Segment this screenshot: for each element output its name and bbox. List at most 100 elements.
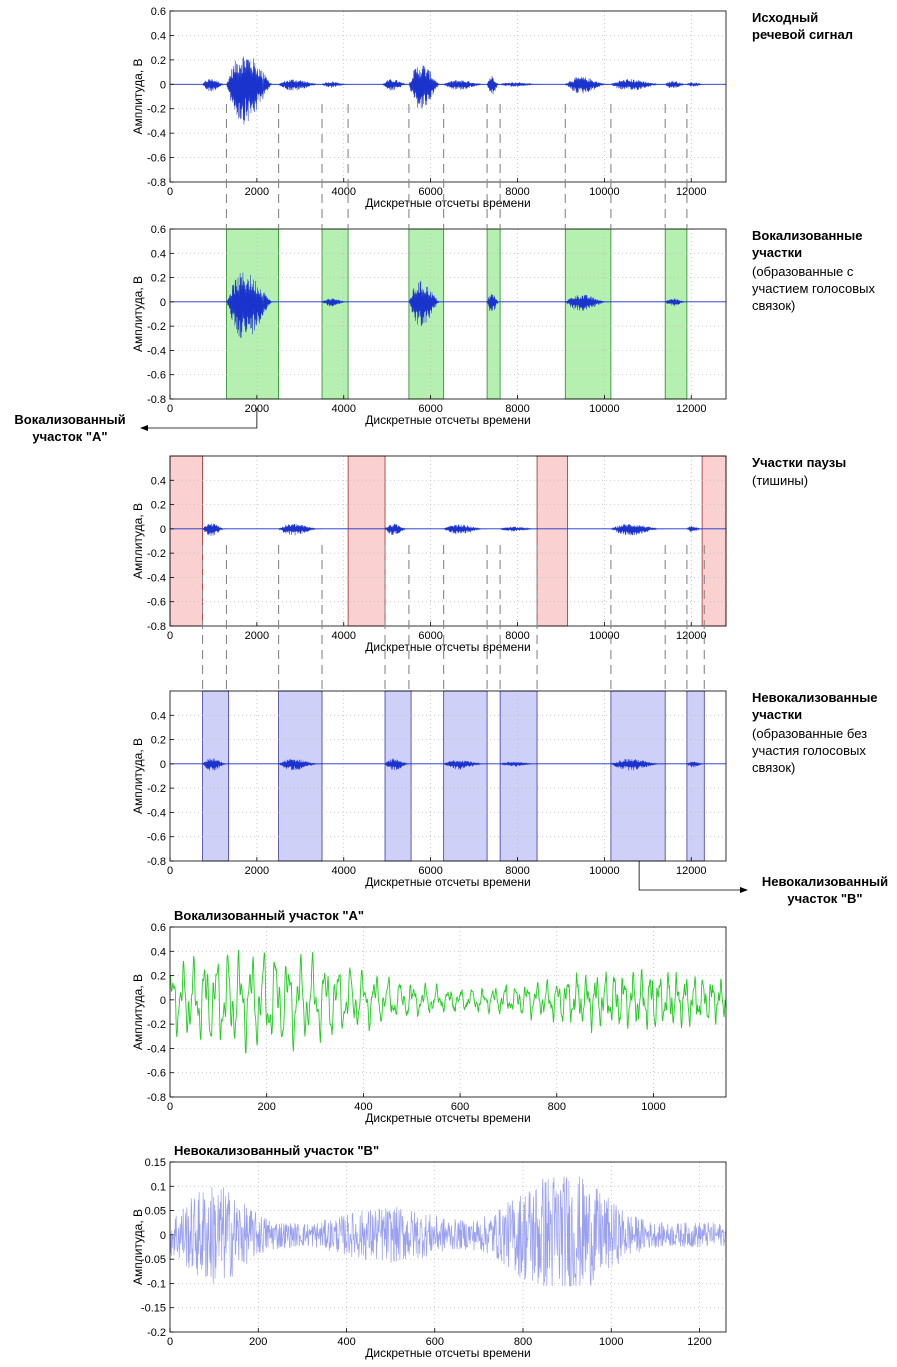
y-tick-label: -0.1 bbox=[147, 1278, 166, 1290]
shaded-region bbox=[536, 455, 568, 627]
x-tick-label: 1000 bbox=[599, 1336, 623, 1348]
x-tick-label: 200 bbox=[258, 1101, 276, 1113]
x-tick-label: 6000 bbox=[418, 630, 442, 642]
y-tick-label: 0.4 bbox=[151, 30, 166, 42]
y-tick-label: 0 bbox=[160, 759, 166, 771]
x-tick-label: 600 bbox=[451, 1101, 469, 1113]
signal-burst bbox=[500, 761, 537, 767]
y-tick-label: -0.15 bbox=[141, 1303, 166, 1315]
x-tick-label: 1000 bbox=[641, 1101, 665, 1113]
x-axis-label: Дискретные отсчеты времени bbox=[365, 196, 530, 210]
x-tick-label: 4000 bbox=[332, 403, 356, 415]
annotation-title: Вокализованные bbox=[752, 228, 862, 243]
y-tick-label: 0.6 bbox=[151, 6, 166, 18]
axes-frame bbox=[169, 1161, 727, 1333]
y-tick-label: 0.2 bbox=[151, 500, 166, 512]
signal-burst bbox=[408, 280, 444, 327]
signal-burst bbox=[382, 79, 409, 91]
y-tick-label: -0.6 bbox=[147, 370, 166, 382]
x-tick-label: 4000 bbox=[332, 630, 356, 642]
plot-p5: 0 200 400 600 800 1000 -0.8 -0.6 -0.4 -0.2 0 0.2 0.4… bbox=[131, 908, 727, 1125]
signal-burst bbox=[278, 79, 322, 91]
x-tick-label: 12000 bbox=[676, 865, 707, 877]
plot-p4: 0 2000 4000 6000 8000 10000 12000 -0.8 -0.6 -0.4 -… bbox=[131, 690, 727, 889]
annotation-note: участия голосовых bbox=[752, 743, 866, 758]
axes-frame bbox=[169, 455, 727, 627]
signal-burst bbox=[565, 76, 611, 94]
plot-p2: 0 2000 4000 6000 8000 10000 12000-0.8-0.6-0.4-… bbox=[131, 224, 727, 427]
signal-burst bbox=[202, 758, 229, 771]
unvoiced-waveform bbox=[169, 1176, 727, 1287]
voiced-waveform bbox=[169, 950, 727, 1054]
x-tick-label: 600 bbox=[426, 1336, 444, 1348]
signal-burst bbox=[610, 79, 666, 90]
shaded-region bbox=[202, 690, 230, 862]
x-tick-label: 8000 bbox=[505, 630, 529, 642]
x-tick-label: 2000 bbox=[245, 630, 269, 642]
x-axis-label: Дискретные отсчеты времени bbox=[365, 1346, 530, 1360]
x-tick-label: 800 bbox=[548, 1101, 566, 1113]
signal-burst bbox=[686, 526, 702, 532]
annotation-note: связок) bbox=[752, 298, 795, 313]
signal-burst bbox=[321, 298, 348, 307]
y-tick-label: -0.2 bbox=[147, 1019, 166, 1031]
y-tick-label: -0.4 bbox=[147, 807, 166, 819]
signal-burst bbox=[384, 758, 411, 771]
annotation-note: (образованные без bbox=[752, 726, 867, 741]
signal-burst bbox=[278, 759, 322, 771]
x-tick-label: 4000 bbox=[332, 186, 356, 198]
y-tick-label: -0.6 bbox=[147, 597, 166, 609]
x-axis-label: Дискретные отсчеты времени bbox=[365, 1111, 530, 1125]
y-tick-label: 0 bbox=[160, 297, 166, 309]
shaded-region bbox=[169, 455, 203, 627]
signal-burst bbox=[665, 80, 687, 89]
annotation-title: Участки паузы bbox=[752, 455, 846, 470]
y-tick-label: 0.15 bbox=[145, 1157, 166, 1169]
label-voiced-A: участок "А" bbox=[32, 429, 107, 444]
signal-burst bbox=[500, 82, 539, 87]
plot-p6: 0 200 400 600 800 1000 1200 -0.2 -0.15 -0.1 -0.05 0… bbox=[131, 1143, 727, 1360]
y-tick-label: -0.2 bbox=[147, 104, 166, 116]
shaded-region bbox=[278, 690, 323, 862]
y-tick-label: 0.2 bbox=[151, 273, 166, 285]
plot-p1: 0 2000 4000 6000 8000 10000 12000 -0.8 -0.6 -0.4 -… bbox=[131, 6, 727, 210]
annotation-title: речевой сигнал bbox=[752, 27, 853, 42]
x-tick-label: 6000 bbox=[418, 865, 442, 877]
label-B-arrow-head bbox=[740, 887, 748, 893]
signal-burst bbox=[486, 293, 501, 311]
annotation-note: участием голосовых bbox=[752, 281, 875, 296]
signal-burst bbox=[278, 523, 322, 536]
plot-title: Невокализованный участок "В" bbox=[174, 1143, 379, 1158]
x-tick-label: 0 bbox=[167, 1101, 173, 1113]
signal-burst bbox=[408, 65, 444, 109]
x-tick-label: 800 bbox=[514, 1336, 532, 1348]
y-tick-label: -0.8 bbox=[147, 856, 166, 868]
x-tick-label: 4000 bbox=[332, 865, 356, 877]
y-tick-label: 0 bbox=[160, 524, 166, 536]
x-tick-label: 400 bbox=[354, 1101, 372, 1113]
signal-burst bbox=[686, 761, 705, 768]
y-tick-label: -0.8 bbox=[147, 1092, 166, 1104]
shaded-region bbox=[686, 690, 705, 862]
annotation-title: участки bbox=[752, 245, 802, 260]
shaded-region bbox=[499, 690, 538, 862]
plot-p3: 0 2000 4000 6000 8000 10000 12000 -0.8 -0.6 -0.4 -… bbox=[131, 455, 727, 654]
annotation-title: участки bbox=[752, 707, 802, 722]
signal-burst bbox=[226, 56, 279, 125]
y-tick-label: 0 bbox=[160, 79, 166, 91]
x-tick-label: 0 bbox=[167, 630, 173, 642]
y-tick-label: 0.1 bbox=[151, 1181, 166, 1193]
y-tick-label: -0.4 bbox=[147, 572, 166, 584]
label-unvoiced-B: участок "В" bbox=[787, 891, 862, 906]
signal-burst bbox=[443, 760, 488, 770]
x-tick-label: 6000 bbox=[418, 186, 442, 198]
x-tick-label: 10000 bbox=[589, 403, 620, 415]
x-tick-label: 0 bbox=[167, 865, 173, 877]
x-tick-label: 2000 bbox=[245, 186, 269, 198]
y-tick-label: -0.4 bbox=[147, 1043, 166, 1055]
y-tick-label: -0.2 bbox=[147, 1327, 166, 1339]
x-tick-label: 12000 bbox=[676, 186, 707, 198]
signal-burst bbox=[226, 272, 279, 339]
axes-frame bbox=[169, 690, 727, 862]
